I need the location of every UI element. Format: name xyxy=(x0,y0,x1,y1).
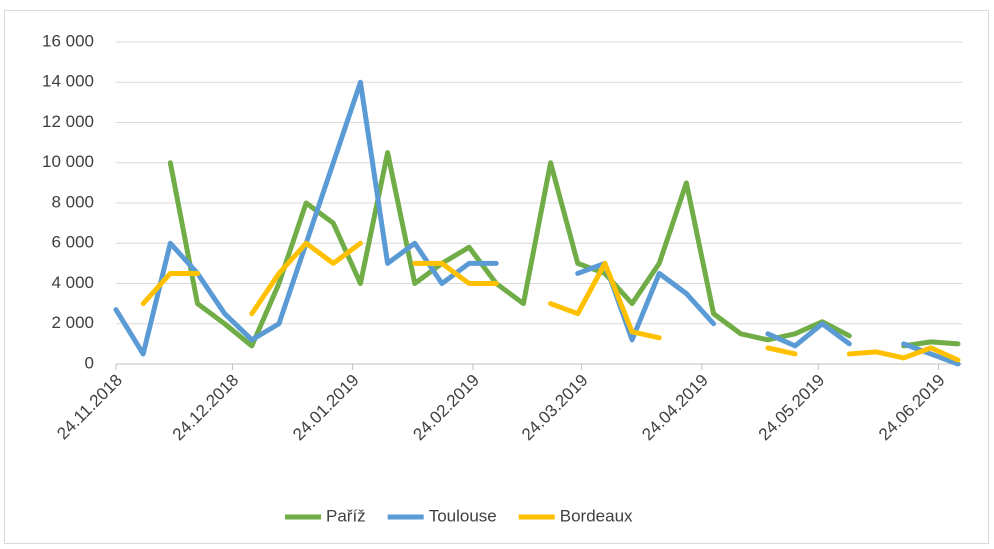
legend-label: Bordeaux xyxy=(560,506,633,525)
y-tick-label: 4 000 xyxy=(51,273,94,292)
y-tick-label: 14 000 xyxy=(42,72,94,91)
chart-border xyxy=(4,10,989,544)
legend-label: Paříž xyxy=(326,506,366,525)
y-tick-label: 2 000 xyxy=(51,313,94,332)
y-tick-label: 8 000 xyxy=(51,192,94,211)
legend-label: Toulouse xyxy=(429,506,497,525)
y-tick-label: 0 xyxy=(85,353,94,372)
y-tick-label: 12 000 xyxy=(42,112,94,131)
y-tick-label: 6 000 xyxy=(51,233,94,252)
series-line xyxy=(140,240,961,363)
y-tick-label: 16 000 xyxy=(42,31,94,50)
y-tick-label: 10 000 xyxy=(42,152,94,171)
